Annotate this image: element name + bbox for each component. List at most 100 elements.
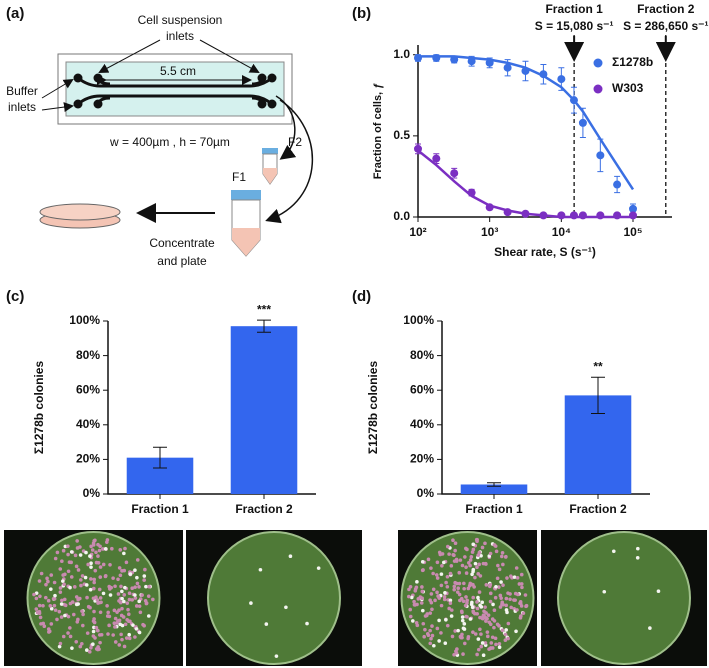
bar bbox=[230, 326, 298, 494]
colony bbox=[473, 575, 477, 580]
colony bbox=[408, 584, 413, 589]
colony bbox=[143, 567, 147, 572]
colony bbox=[429, 566, 433, 570]
colony bbox=[135, 581, 140, 586]
point bbox=[539, 70, 548, 79]
colony bbox=[140, 593, 144, 597]
colony bbox=[475, 606, 480, 611]
colony bbox=[88, 554, 92, 558]
colony bbox=[508, 597, 512, 602]
colony bbox=[464, 595, 468, 599]
point bbox=[578, 118, 587, 127]
colony bbox=[420, 596, 424, 600]
colony bbox=[519, 604, 524, 608]
colony bbox=[316, 566, 321, 570]
colony bbox=[460, 618, 465, 623]
colony bbox=[450, 634, 455, 639]
colony bbox=[74, 595, 79, 599]
colony bbox=[130, 586, 134, 591]
plate bbox=[207, 531, 341, 665]
colony bbox=[111, 576, 115, 580]
plate bbox=[400, 531, 535, 665]
colony bbox=[91, 619, 96, 623]
x-tick-label: 10⁴ bbox=[552, 225, 571, 239]
colony bbox=[428, 628, 432, 633]
error-bar bbox=[487, 482, 501, 487]
error-bar bbox=[257, 319, 271, 333]
colony bbox=[34, 607, 39, 611]
colony bbox=[413, 603, 417, 607]
point bbox=[432, 154, 441, 163]
colony bbox=[112, 621, 117, 626]
y-tick-label: 0.5 bbox=[393, 128, 410, 142]
colony bbox=[445, 623, 450, 628]
colony bbox=[611, 549, 616, 554]
colony bbox=[120, 569, 124, 573]
colony bbox=[80, 641, 84, 646]
colony bbox=[466, 560, 471, 565]
colony bbox=[69, 575, 74, 579]
colony bbox=[137, 604, 142, 608]
colony bbox=[501, 583, 505, 587]
colony bbox=[458, 634, 463, 639]
colony bbox=[146, 614, 151, 618]
colony bbox=[133, 585, 137, 589]
colony bbox=[85, 648, 89, 652]
point bbox=[629, 204, 638, 213]
colony bbox=[459, 609, 464, 614]
panel-label: (d) bbox=[352, 288, 371, 305]
colony bbox=[92, 609, 96, 614]
colony bbox=[120, 637, 124, 642]
colony bbox=[258, 567, 263, 572]
colony bbox=[78, 644, 83, 649]
colony bbox=[428, 611, 433, 615]
colony bbox=[49, 622, 54, 626]
colony bbox=[462, 622, 467, 626]
colony bbox=[49, 606, 54, 611]
colony bbox=[488, 599, 493, 604]
colony bbox=[127, 591, 132, 595]
colony bbox=[305, 621, 309, 626]
colony bbox=[471, 610, 476, 615]
arrow bbox=[265, 99, 313, 224]
colony bbox=[519, 572, 524, 577]
colony bbox=[470, 572, 474, 577]
colony bbox=[89, 561, 93, 566]
colony bbox=[264, 622, 269, 626]
colony bbox=[44, 582, 48, 587]
colony bbox=[75, 539, 79, 543]
colony bbox=[78, 553, 83, 557]
colony bbox=[492, 619, 497, 623]
colony bbox=[453, 548, 457, 553]
colony bbox=[515, 576, 520, 580]
x-tick-label: Fraction 1 bbox=[131, 502, 189, 516]
colony bbox=[68, 601, 73, 606]
colony bbox=[117, 566, 122, 570]
colony bbox=[61, 634, 66, 639]
colony bbox=[636, 546, 640, 551]
colony bbox=[94, 647, 99, 651]
point bbox=[521, 66, 530, 75]
colony bbox=[486, 613, 491, 617]
colony bbox=[520, 585, 524, 590]
colony bbox=[135, 558, 140, 562]
x-axis-label: Shear rate, S (s⁻¹) bbox=[494, 245, 596, 259]
colony bbox=[494, 642, 498, 647]
colony bbox=[422, 634, 426, 639]
x-tick-label: Fraction 2 bbox=[235, 502, 293, 516]
colony bbox=[440, 552, 445, 556]
device-diagram: Cell suspension inlets Buffer inlets 5.5… bbox=[6, 13, 313, 268]
colony bbox=[435, 576, 440, 580]
colony bbox=[106, 610, 110, 615]
colony bbox=[452, 587, 457, 592]
colony bbox=[431, 587, 436, 592]
colony bbox=[55, 550, 60, 555]
colony bbox=[518, 599, 523, 604]
colony bbox=[98, 596, 103, 600]
colony bbox=[288, 554, 293, 558]
colony bbox=[420, 585, 424, 589]
y-tick-label: 60% bbox=[410, 382, 434, 396]
colony bbox=[468, 558, 473, 562]
colony bbox=[117, 608, 121, 613]
colony bbox=[514, 566, 519, 570]
